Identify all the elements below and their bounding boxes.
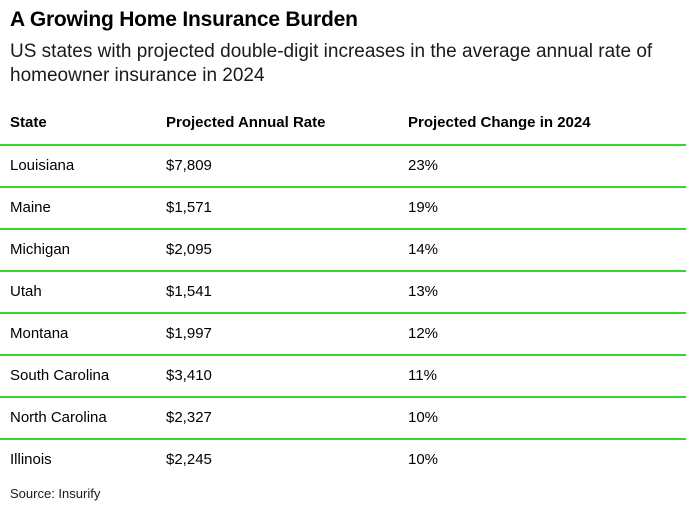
column-header-projected-change: Projected Change in 2024 (408, 114, 591, 131)
state-cell: Montana (10, 325, 69, 342)
table-row: Illinois $2,245 10% (0, 440, 686, 482)
change-cell: 10% (408, 451, 439, 468)
annual-rate-cell: $3,410 (166, 367, 212, 384)
state-cell: Maine (10, 199, 51, 216)
chart-title: A Growing Home Insurance Burden (10, 8, 358, 31)
column-header-state: State (10, 114, 47, 131)
annual-rate-cell: $1,997 (166, 325, 212, 342)
table-row: South Carolina $3,410 11% (0, 356, 686, 398)
state-cell: North Carolina (10, 409, 107, 426)
table-header-row: State Projected Annual Rate Projected Ch… (0, 102, 686, 146)
annual-rate-cell: $1,571 (166, 199, 212, 216)
table-row: Louisiana $7,809 23% (0, 146, 686, 188)
annual-rate-cell: $1,541 (166, 283, 212, 300)
source-note: Source: Insurify (10, 486, 101, 501)
state-cell: Michigan (10, 241, 71, 258)
state-cell: Louisiana (10, 157, 75, 174)
data-table: State Projected Annual Rate Projected Ch… (0, 102, 686, 482)
table-row: Michigan $2,095 14% (0, 230, 686, 272)
table-row: North Carolina $2,327 10% (0, 398, 686, 440)
state-cell: Illinois (10, 451, 52, 468)
chart-subtitle: US states with projected double-digit in… (10, 41, 653, 86)
change-cell: 19% (408, 199, 439, 216)
change-cell: 14% (408, 241, 439, 258)
change-cell: 13% (408, 283, 439, 300)
column-header-projected-annual-rate: Projected Annual Rate (166, 114, 326, 131)
change-cell: 11% (408, 367, 437, 384)
state-cell: Utah (10, 283, 42, 300)
annual-rate-cell: $2,245 (166, 451, 212, 468)
change-cell: 10% (408, 409, 439, 426)
annual-rate-cell: $7,809 (166, 157, 212, 174)
table-row: Utah $1,541 13% (0, 272, 686, 314)
table-row: Montana $1,997 12% (0, 314, 686, 356)
state-cell: South Carolina (10, 367, 110, 384)
change-cell: 23% (408, 157, 439, 174)
table-row: Maine $1,571 19% (0, 188, 686, 230)
annual-rate-cell: $2,095 (166, 241, 212, 258)
annual-rate-cell: $2,327 (166, 409, 212, 426)
change-cell: 12% (408, 325, 439, 342)
